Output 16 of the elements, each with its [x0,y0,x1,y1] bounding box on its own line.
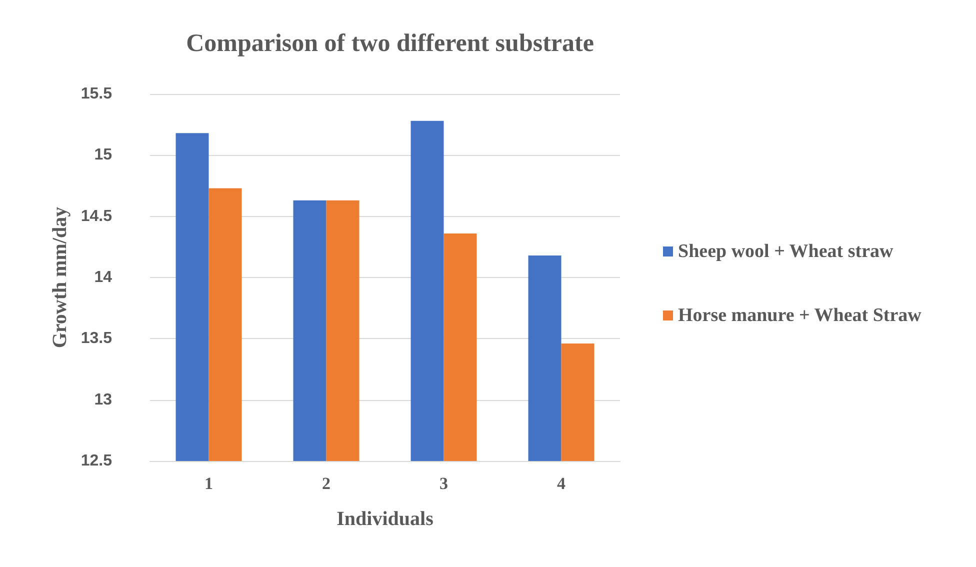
y-axis-title: Growth mm/day [49,206,71,348]
legend-label: Sheep wool + Wheat straw [678,241,894,262]
x-tick-label: 4 [557,474,566,493]
legend-label: Horse manure + Wheat Straw [678,305,922,326]
y-tick-label: 13 [94,391,112,408]
y-tick-label: 12.5 [80,452,112,470]
chart-title: Comparison of two different substrate [186,30,594,57]
x-tick-label: 2 [322,474,330,493]
y-tick-label: 15 [94,146,112,164]
y-tick-label: 14 [94,269,112,286]
x-tick-label: 3 [440,474,448,493]
y-tick-label: 14.5 [80,208,112,225]
x-axis-title: Individuals [336,508,434,530]
x-tick-label: 1 [204,474,213,493]
y-tick-label: 13.5 [80,330,112,348]
y-tick-label: 15.5 [80,86,112,102]
